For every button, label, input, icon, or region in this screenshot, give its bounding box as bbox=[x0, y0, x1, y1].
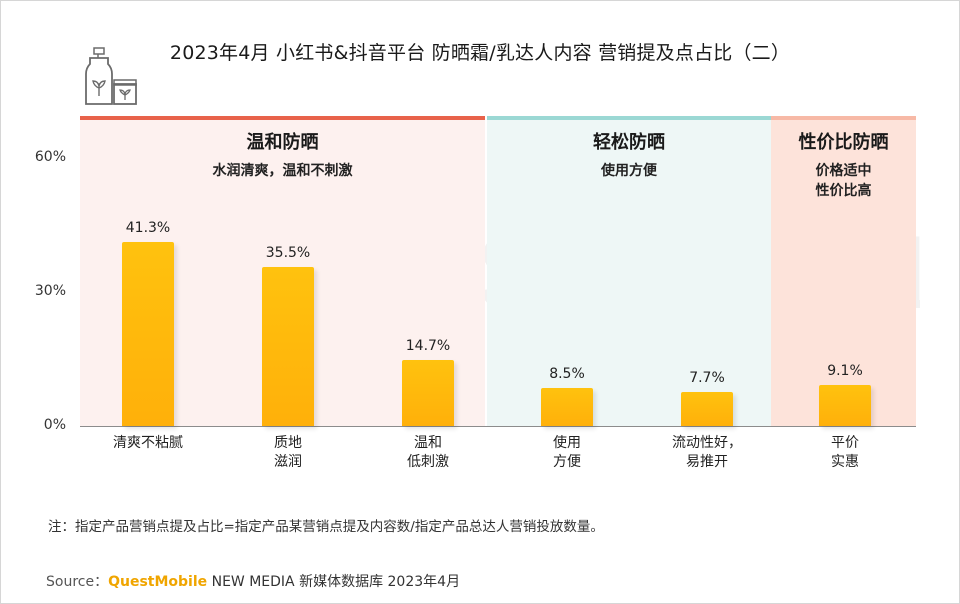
x-tick-label: 质地 滋润 bbox=[274, 435, 302, 470]
source-brand: QuestMobile bbox=[108, 574, 208, 590]
section-title: 温和防晒 bbox=[246, 132, 319, 153]
data-label: 41.3% bbox=[125, 219, 171, 236]
x-tick-label: 使用 方便 bbox=[553, 435, 581, 470]
section-title: 轻松防晒 bbox=[593, 132, 665, 153]
data-label: 7.7% bbox=[689, 369, 725, 386]
section-easy-sunscreen: 轻松防晒 使用方便 bbox=[487, 116, 771, 427]
source-prefix: Source： bbox=[46, 574, 109, 590]
x-tick-label: 温和 低刺激 bbox=[407, 435, 449, 470]
source-rest: NEW MEDIA 新媒体数据库 2023年4月 bbox=[207, 574, 461, 590]
data-label: 9.1% bbox=[827, 363, 863, 380]
x-tick-label: 平价 实惠 bbox=[831, 435, 859, 470]
section-band bbox=[487, 116, 771, 120]
y-tick-label: 60% bbox=[34, 149, 66, 165]
section-band bbox=[80, 116, 485, 120]
y-tick-label: 0% bbox=[43, 417, 66, 433]
data-label: 35.5% bbox=[265, 245, 311, 262]
sunscreen-bottle-icon bbox=[85, 47, 137, 105]
bar bbox=[819, 385, 871, 426]
bar bbox=[402, 360, 454, 426]
x-tick-label: 流动性好， 易推开 bbox=[672, 435, 742, 470]
chart-title: 2023年4月 小红书&抖音平台 防晒霜/乳达人内容 营销提及点占比（二） bbox=[169, 42, 791, 64]
data-label: 8.5% bbox=[549, 366, 585, 383]
section-band bbox=[771, 116, 916, 120]
x-axis-line bbox=[80, 426, 916, 427]
footnote: 注：指定产品营销点提及占比=指定产品某营销点提及内容数/指定产品总达人营销投放数… bbox=[48, 519, 604, 535]
bar bbox=[122, 241, 174, 426]
bar bbox=[541, 388, 593, 426]
y-tick-label: 30% bbox=[34, 283, 66, 299]
section-subtitle: 水润清爽，温和不刺激 bbox=[212, 163, 353, 179]
section-title: 性价比防晒 bbox=[798, 132, 889, 153]
source-line: Source：QuestMobile NEW MEDIA 新媒体数据库 2023… bbox=[46, 571, 460, 591]
section-subtitle: 价格适中 性价比高 bbox=[815, 163, 872, 199]
data-label: 14.7% bbox=[405, 338, 451, 355]
x-tick-label: 清爽不粘腻 bbox=[113, 435, 183, 451]
bar bbox=[262, 267, 314, 426]
section-subtitle: 使用方便 bbox=[601, 163, 657, 179]
section-value-sunscreen: 性价比防晒 价格适中 性价比高 bbox=[771, 116, 916, 427]
bar bbox=[681, 391, 733, 426]
